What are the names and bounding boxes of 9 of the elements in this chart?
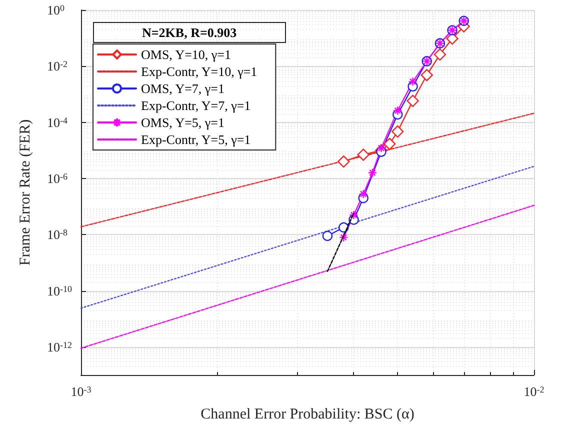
legend-label: OMS, Y=7, γ=1 [141, 81, 224, 96]
x-axis-title: Channel Error Probability: BSC (α) [200, 406, 414, 422]
legend-label: Exp-Contr, Y=5, γ=1 [141, 132, 251, 147]
legend-title: N=2KB, R=0.903 [142, 25, 238, 40]
legend-label: OMS, Y=10, γ=1 [141, 47, 231, 62]
y-axis-title: Frame Error Rate (FER) [18, 119, 34, 266]
legend-label: Exp-Contr, Y=7, γ=1 [141, 98, 251, 113]
legend-label: Exp-Contr, Y=10, γ=1 [141, 64, 258, 79]
legend-label: OMS, Y=5, γ=1 [141, 115, 224, 130]
